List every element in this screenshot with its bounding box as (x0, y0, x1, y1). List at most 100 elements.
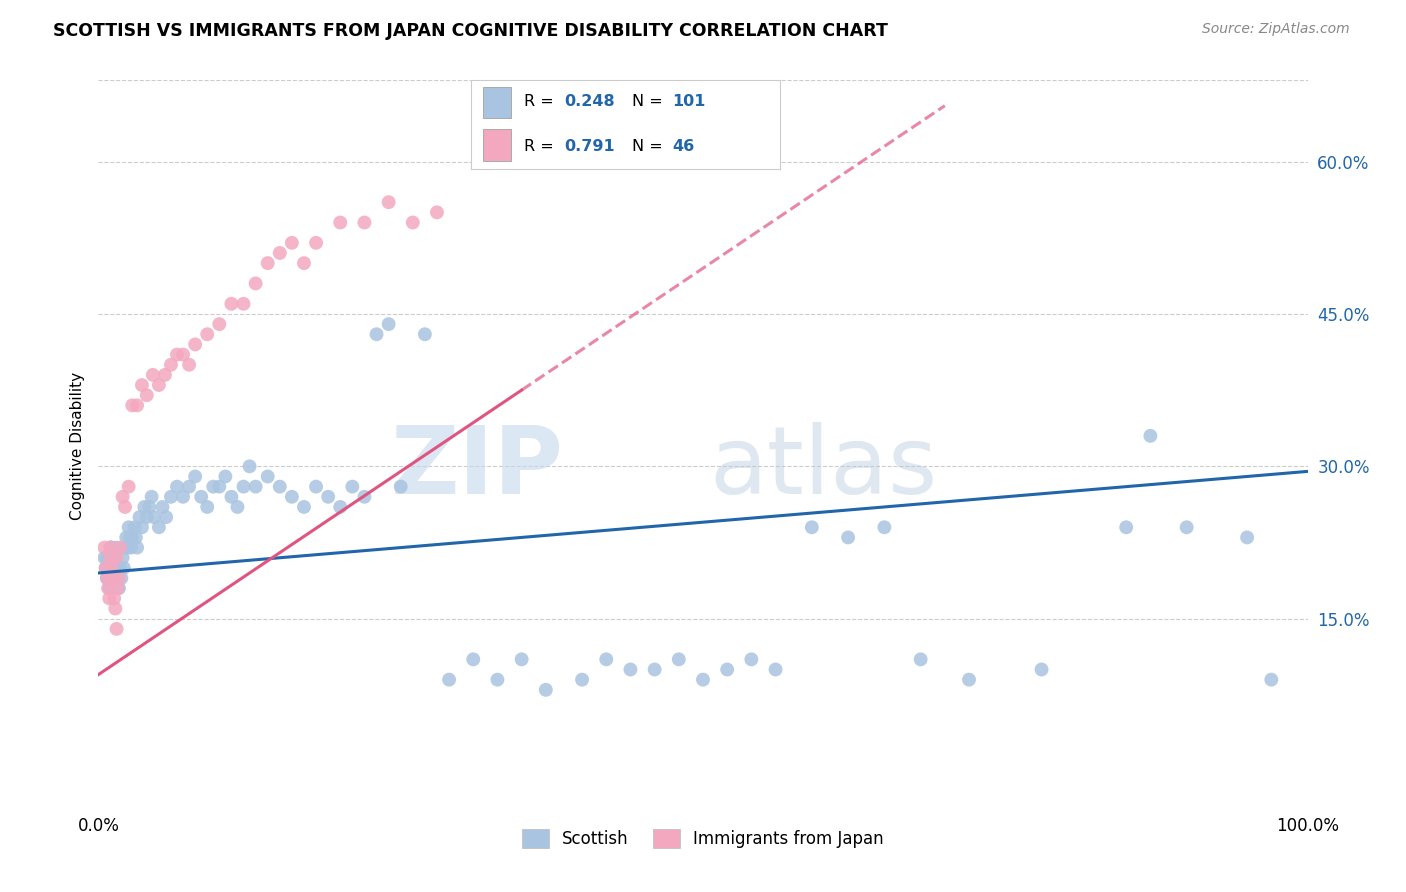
Point (256, 256, 278, 270)
Point (873, 520, 896, 534)
Point (668, 652, 690, 666)
Point (329, 215, 352, 229)
Point (221, 297, 243, 311)
Point (595, 652, 617, 666)
Point (342, 480, 364, 494)
Point (100, 550, 122, 565)
Point (1260, 673, 1282, 687)
Point (108, 571, 131, 585)
Point (179, 358, 201, 372)
Point (353, 215, 375, 229)
Point (127, 541, 149, 555)
Point (195, 500, 218, 514)
Point (179, 480, 201, 494)
Point (120, 541, 142, 555)
Point (100, 541, 122, 555)
Point (107, 571, 129, 585)
Point (166, 480, 188, 494)
Legend: Scottish, Immigrants from Japan: Scottish, Immigrants from Japan (515, 822, 891, 855)
Point (305, 235, 328, 250)
Point (142, 368, 165, 382)
Text: N =: N = (631, 139, 668, 153)
Point (305, 480, 328, 494)
Text: Source: ZipAtlas.com: Source: ZipAtlas.com (1202, 22, 1350, 37)
Point (103, 571, 125, 585)
Point (117, 541, 139, 555)
Point (245, 480, 267, 494)
Point (108, 561, 131, 575)
Point (1031, 663, 1053, 677)
Point (105, 541, 128, 555)
Y-axis label: Cognitive Disability: Cognitive Disability (69, 372, 84, 520)
Point (143, 510, 166, 524)
Point (134, 500, 156, 514)
Point (269, 480, 291, 494)
FancyBboxPatch shape (484, 87, 512, 118)
Point (148, 378, 170, 392)
Point (716, 663, 738, 677)
Point (100, 541, 122, 555)
Point (114, 541, 136, 555)
Point (366, 327, 388, 342)
Point (232, 480, 254, 494)
Point (104, 561, 127, 575)
Point (692, 673, 714, 687)
Point (118, 480, 141, 494)
Text: 101: 101 (672, 95, 706, 109)
Point (957, 673, 980, 687)
FancyBboxPatch shape (484, 129, 512, 161)
Point (121, 398, 143, 412)
Point (437, 673, 460, 687)
Point (111, 550, 134, 565)
Point (101, 571, 124, 585)
Point (910, 652, 932, 666)
Point (402, 215, 425, 229)
Point (105, 550, 128, 565)
Point (172, 490, 194, 504)
Point (93, 541, 115, 555)
Point (214, 469, 236, 483)
Point (104, 601, 127, 615)
Point (377, 195, 399, 210)
Point (571, 673, 593, 687)
Point (118, 530, 141, 544)
Point (160, 358, 183, 372)
Point (135, 388, 157, 402)
Point (108, 541, 131, 555)
Text: atlas: atlas (710, 422, 938, 514)
Point (195, 327, 218, 342)
Point (153, 368, 176, 382)
Point (316, 490, 339, 504)
Point (100, 561, 122, 575)
Point (100, 541, 122, 555)
Point (94, 561, 117, 575)
Point (128, 510, 150, 524)
Point (226, 500, 249, 514)
Point (103, 591, 125, 606)
Text: SCOTTISH VS IMMIGRANTS FROM JAPAN COGNITIVE DISABILITY CORRELATION CHART: SCOTTISH VS IMMIGRANTS FROM JAPAN COGNIT… (53, 22, 889, 40)
Point (765, 663, 787, 677)
Point (96, 550, 118, 565)
Point (105, 561, 128, 575)
Point (644, 663, 666, 677)
Point (100, 550, 122, 565)
Point (100, 561, 122, 575)
Point (1175, 520, 1198, 534)
Point (111, 490, 134, 504)
Point (281, 235, 304, 250)
Point (619, 663, 641, 677)
Point (112, 561, 135, 575)
Point (110, 571, 132, 585)
Point (97, 561, 120, 575)
Point (148, 520, 170, 534)
Point (103, 550, 125, 565)
Point (141, 490, 163, 504)
Point (510, 652, 533, 666)
Point (118, 520, 141, 534)
Point (160, 490, 183, 504)
Point (245, 277, 267, 291)
Point (232, 297, 254, 311)
Point (426, 205, 449, 219)
Point (98, 591, 121, 606)
Point (389, 480, 412, 494)
